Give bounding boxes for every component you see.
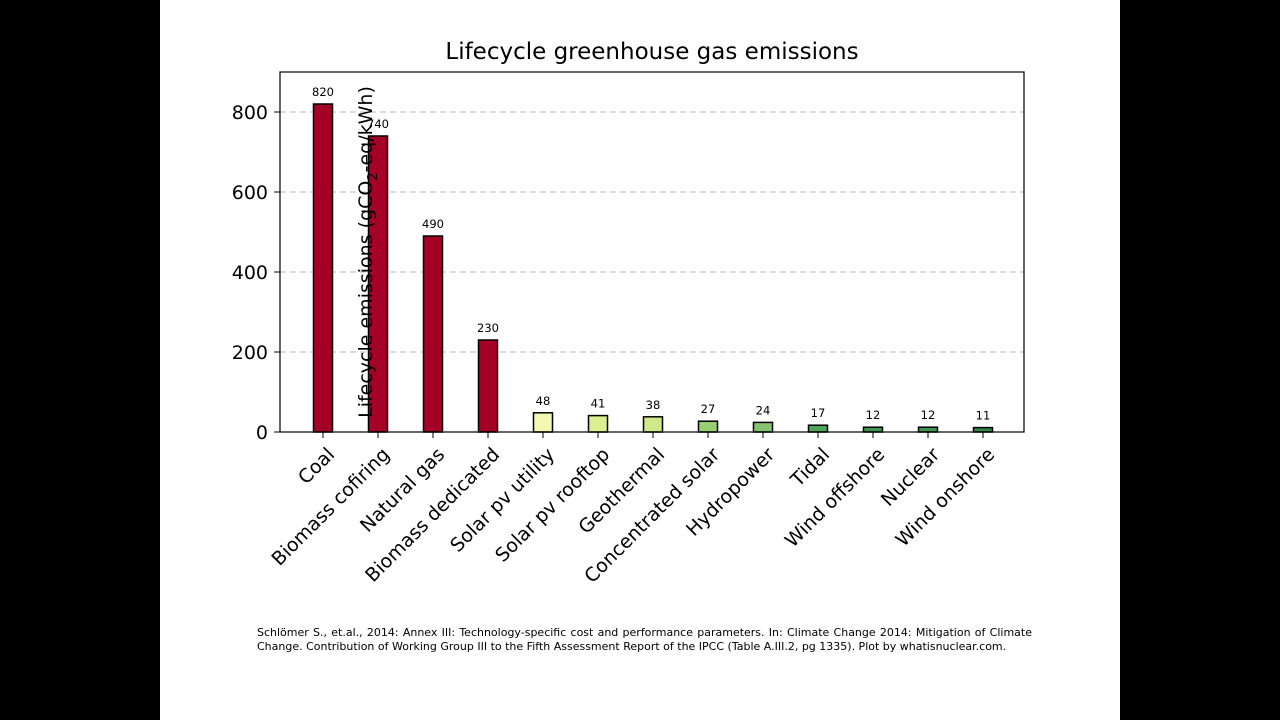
bar-value-label: 230: [477, 321, 499, 335]
bar-value-label: 12: [866, 408, 881, 422]
y-tick-label: 400: [232, 262, 268, 284]
y-axis-label-suffix: -eq/kWh): [355, 86, 377, 172]
y-tick-label: 800: [232, 102, 268, 124]
plot-frame: [279, 71, 1025, 433]
bar: [917, 426, 939, 433]
x-tick-label: Wind offshore: [781, 444, 889, 552]
bar-value-label: 41: [591, 397, 606, 411]
slide: 820 740 490 230 48 41 38 27 24 17 12 12 11 0 200 400 60…: [160, 0, 1120, 720]
bar: [752, 421, 774, 433]
bar: [697, 420, 719, 433]
bar-value-label: 27: [701, 402, 716, 416]
y-axis-label-subscript: 2: [366, 172, 381, 180]
y-tick-label: 600: [232, 182, 268, 204]
bar-value-label: 740: [367, 117, 389, 131]
bar: [862, 426, 884, 433]
bars: 820 740 490 230 48 41 38 27 24 17 12 12 11: [312, 85, 994, 433]
source-citation: Schlömer S., et.al., 2014: Annex III: Te…: [257, 626, 1032, 653]
bar-value-label: 38: [646, 398, 661, 412]
bar: [972, 426, 994, 433]
bar-value-label: 17: [811, 406, 826, 420]
bar: [422, 235, 444, 433]
x-tick-label: Tidal: [786, 444, 834, 492]
bar-value-label: 12: [921, 408, 936, 422]
x-tick-label: Coal: [294, 444, 339, 489]
bar-value-label: 11: [976, 409, 991, 423]
bar: [587, 414, 609, 433]
bar-value-label: 48: [536, 394, 551, 408]
bar-value-label: 820: [312, 85, 334, 99]
emissions-bar-chart: 820 740 490 230 48 41 38 27 24 17 12 12 11 0 200 400 60…: [232, 39, 1025, 587]
bar: [312, 103, 334, 433]
x-tick-label: Wind onshore: [892, 444, 1000, 552]
y-axis-label: Lifecycle emissions (gCO2-eq/kWh): [355, 86, 381, 418]
bar-value-label: 24: [756, 403, 771, 417]
bar: [532, 412, 554, 433]
y-tick-label: 200: [232, 342, 268, 364]
bar: [642, 416, 664, 433]
chart-title: Lifecycle greenhouse gas emissions: [445, 39, 858, 65]
y-axis-label-prefix: Lifecycle emissions (gCO: [355, 181, 377, 418]
bar: [807, 424, 829, 433]
bar-value-label: 490: [422, 217, 444, 231]
bar: [477, 339, 499, 433]
y-tick-label: 0: [256, 422, 268, 444]
gridlines: [280, 111, 1024, 353]
